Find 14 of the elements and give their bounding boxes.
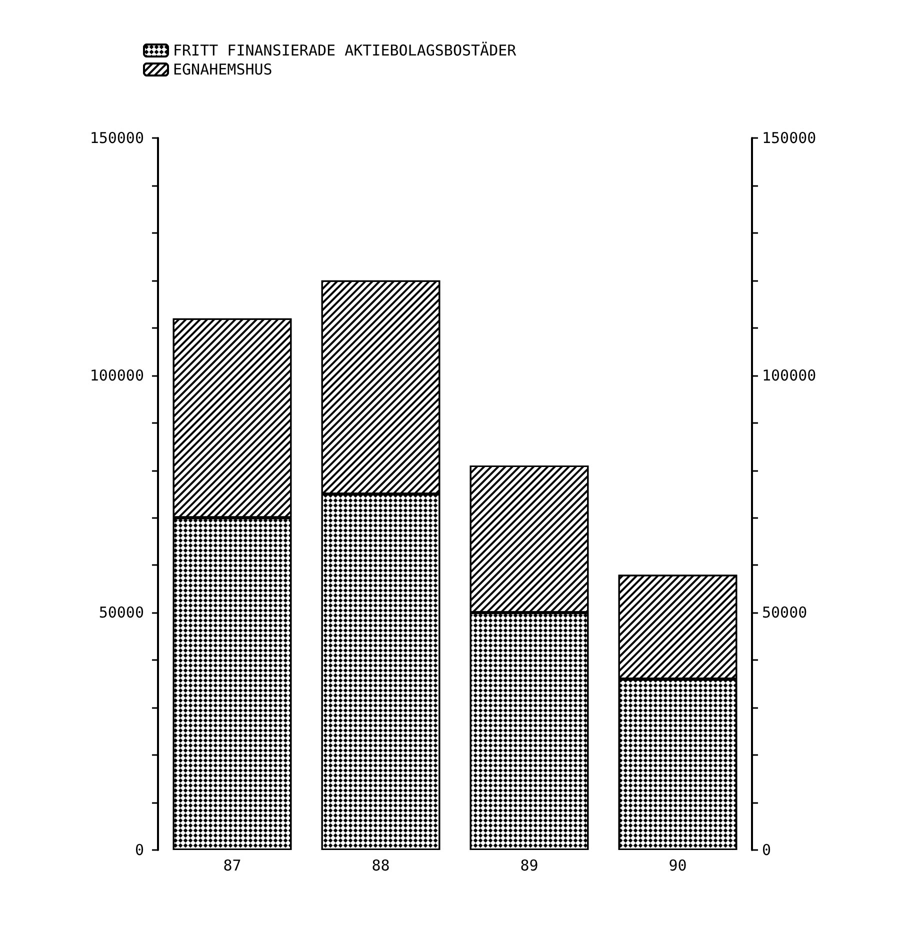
x-tick-label: 87 [223, 856, 242, 874]
y2-tick-label: 150000 [762, 129, 816, 147]
x-tick-label: 88 [372, 856, 390, 874]
legend-label: FRITT FINANSIERADE AKTIEBOLAGSBOSTÄDER [173, 42, 518, 60]
x-tick-label: 89 [520, 856, 538, 874]
y2-tick-label: 0 [762, 841, 772, 859]
legend-label: EGNAHEMSHUS [173, 60, 272, 78]
y-tick-label: 100000 [90, 366, 144, 384]
y-tick-label: 0 [134, 841, 144, 859]
y2-tick-label: 50000 [762, 604, 808, 622]
y-tick-label: 150000 [90, 129, 144, 147]
y-tick-label: 50000 [98, 604, 144, 622]
x-tick-label: 90 [668, 856, 687, 874]
y2-tick-label: 100000 [762, 366, 816, 384]
